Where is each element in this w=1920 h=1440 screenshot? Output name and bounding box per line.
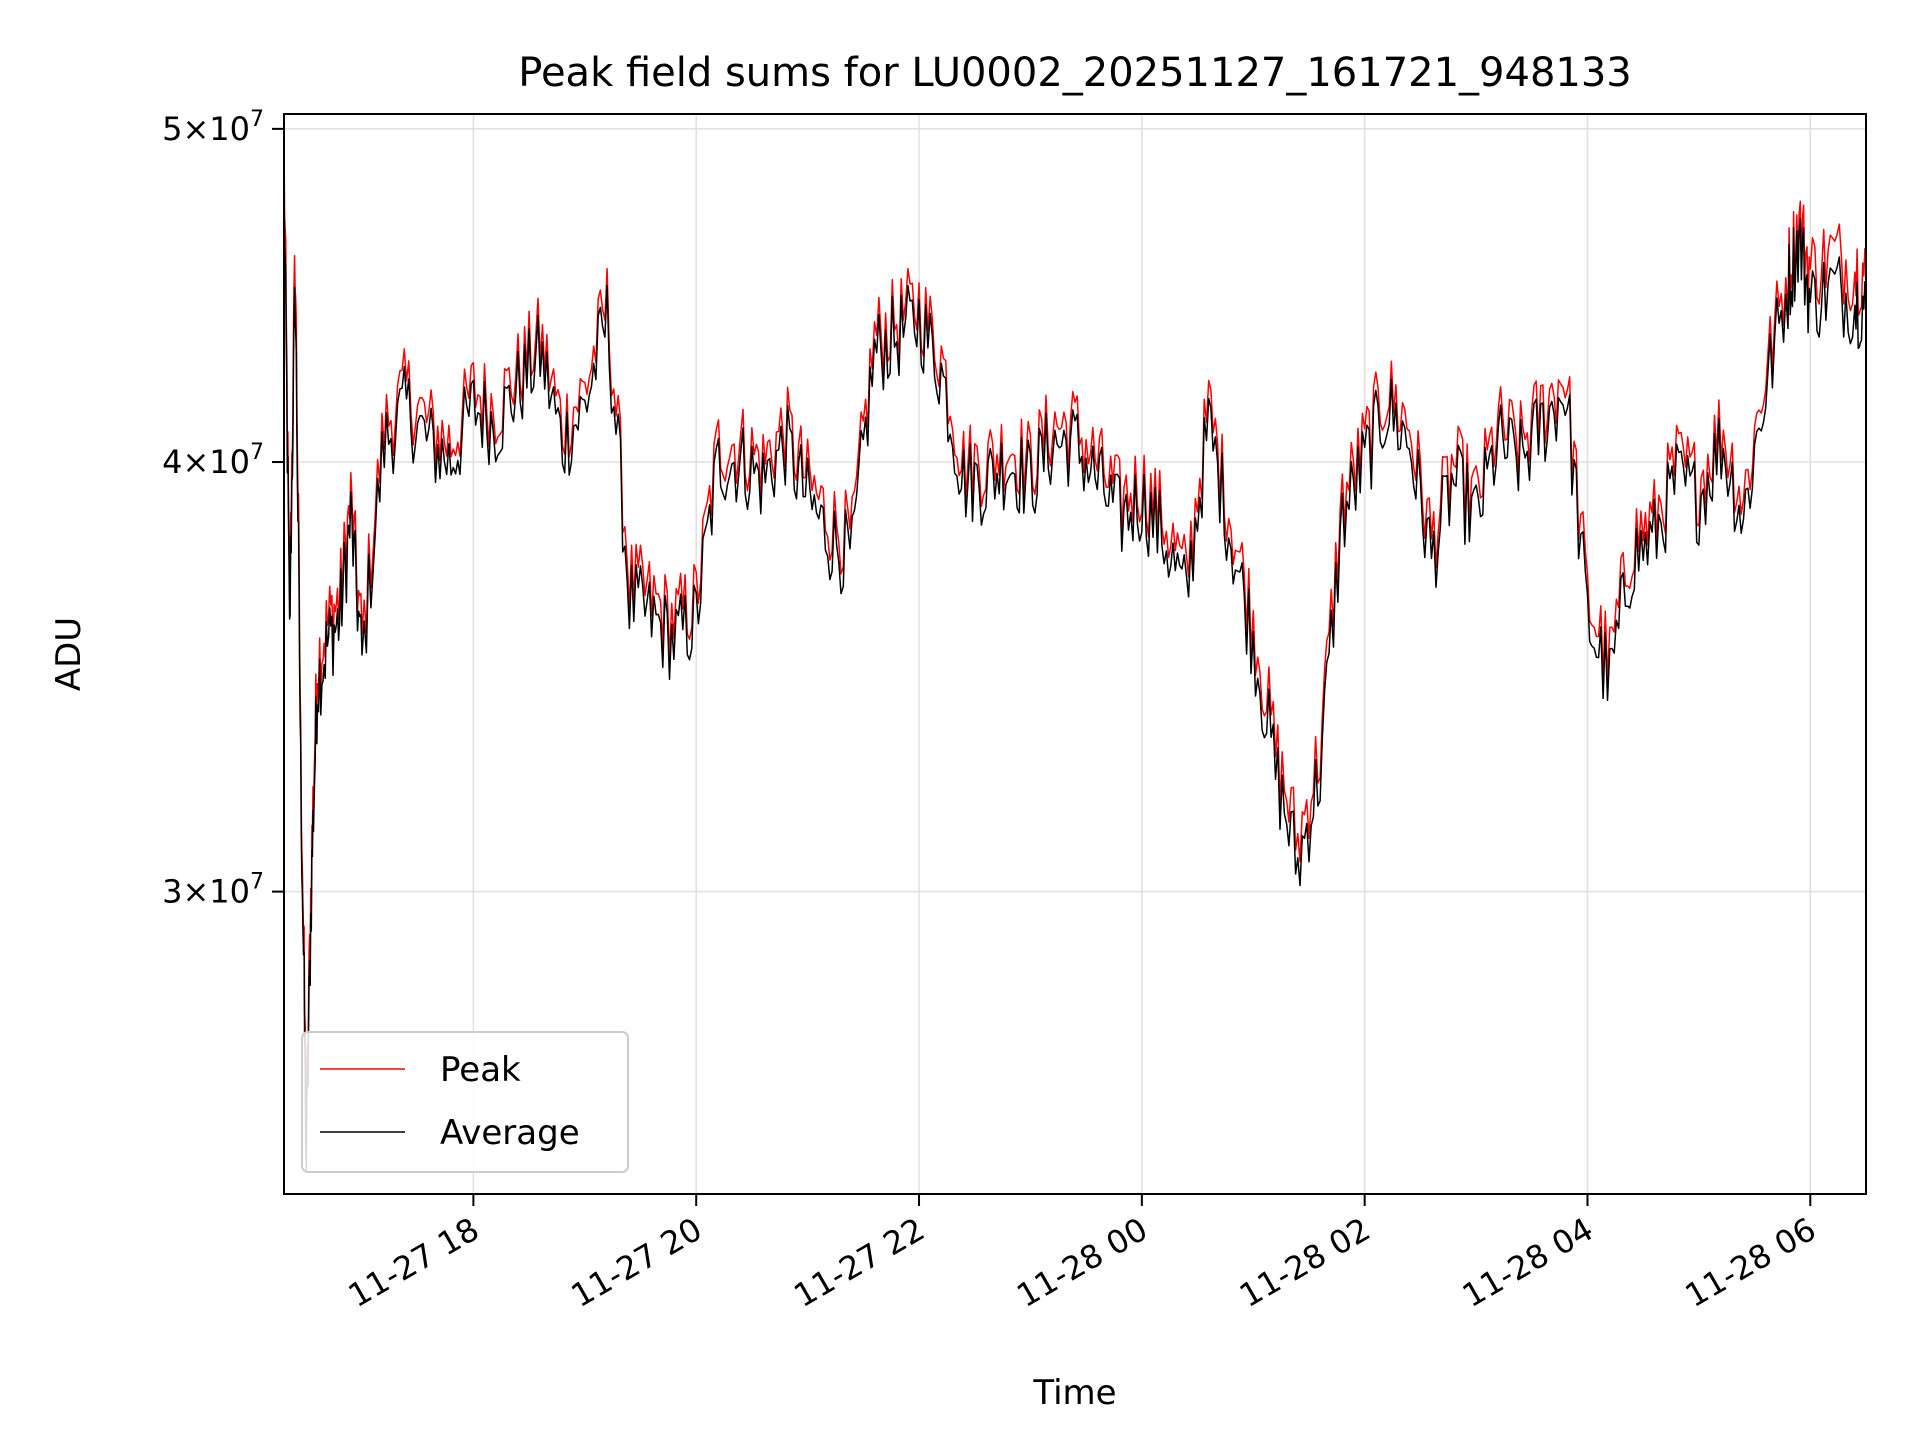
chart-title: Peak field sums for LU0002_20251127_1617… [518,50,1632,96]
y-axis-ticks: 3×107 4×107 5×107 [162,107,284,911]
y-tick-label-2: 5×107 [162,107,264,148]
legend-label-average: Average [440,1113,580,1153]
series-line-average [284,175,1866,1171]
y-tick-label-1: 4×107 [162,440,264,481]
legend-box [301,1031,629,1173]
series-layer [284,145,1866,1171]
y-axis-label: ADU [49,617,89,691]
legend: Peak Average [301,1031,629,1173]
legend-label-peak: Peak [440,1050,521,1090]
plot-frame [283,113,1867,1195]
y-tick-label-0: 3×107 [162,870,264,911]
x-axis-label: Time [1032,1373,1116,1413]
